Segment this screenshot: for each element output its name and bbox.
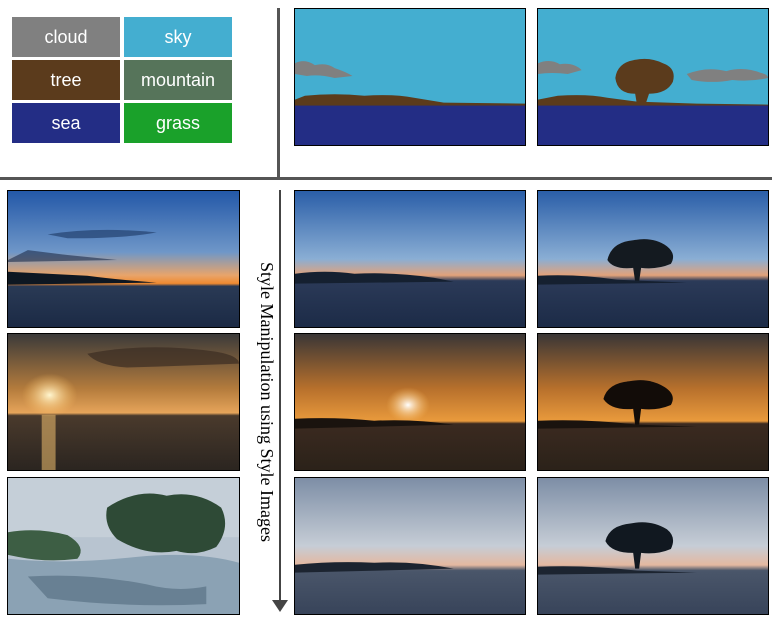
segmentation-map-2	[537, 8, 769, 146]
vertical-divider	[277, 8, 280, 178]
result-image-3a	[294, 477, 526, 615]
legend-grass: grass	[124, 103, 232, 143]
result-image-2b	[537, 333, 769, 471]
style-manipulation-label: Style Manipulation using Style Images	[257, 262, 277, 542]
horizontal-divider	[0, 177, 772, 180]
result-image-2a	[294, 333, 526, 471]
style-image-3	[7, 477, 240, 615]
down-arrow-head-icon	[272, 600, 288, 612]
legend-mountain: mountain	[124, 60, 232, 100]
result-image-1b	[537, 190, 769, 328]
down-arrow-shaft	[279, 190, 281, 604]
style-image-2	[7, 333, 240, 471]
result-image-1a	[294, 190, 526, 328]
legend-sea: sea	[12, 103, 120, 143]
legend-sky: sky	[124, 17, 232, 57]
result-image-3b	[537, 477, 769, 615]
legend-tree: tree	[12, 60, 120, 100]
style-image-1	[7, 190, 240, 328]
segmentation-map-1	[294, 8, 526, 146]
legend-cloud: cloud	[12, 17, 120, 57]
